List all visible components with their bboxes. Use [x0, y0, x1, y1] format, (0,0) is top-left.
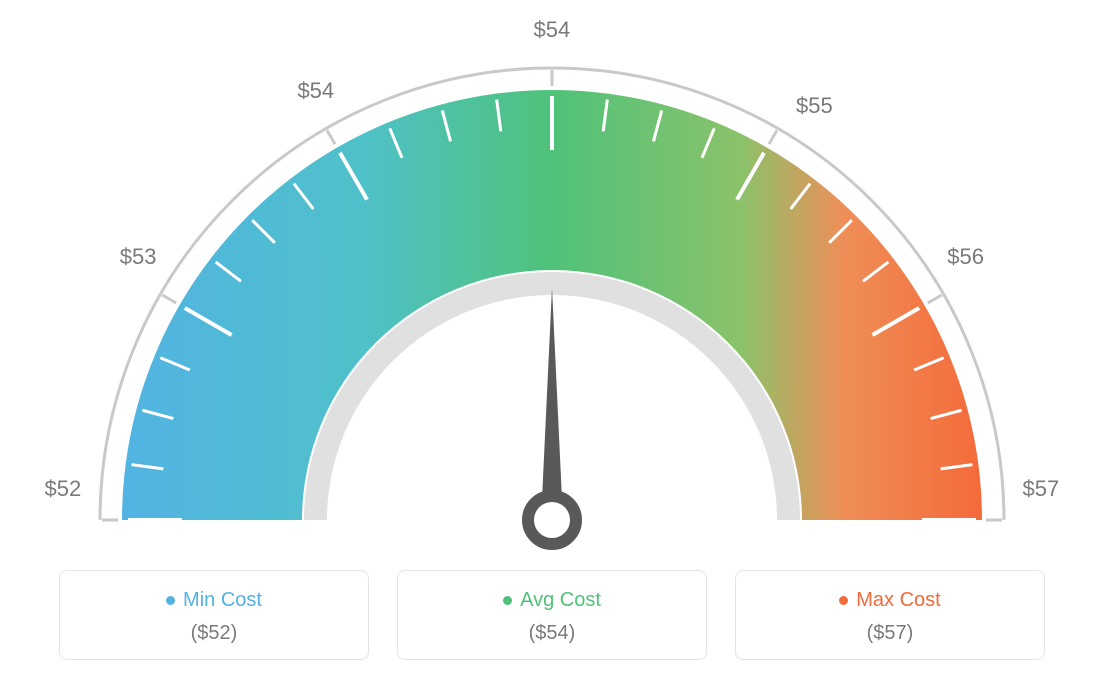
- legend-title: Max Cost: [839, 589, 940, 612]
- scale-label: $54: [534, 17, 571, 43]
- gauge-needle: [541, 288, 563, 520]
- scale-label: $54: [297, 78, 334, 104]
- legend-dot-icon: [503, 596, 512, 605]
- scale-label: $56: [947, 244, 984, 270]
- scale-label: $55: [796, 93, 833, 119]
- legend-row: Min Cost ($52) Avg Cost ($54) Max Cost ($57): [0, 570, 1104, 660]
- legend-label: Max Cost: [856, 589, 940, 612]
- legend-title: Min Cost: [166, 589, 262, 612]
- legend-value: ($54): [398, 622, 706, 645]
- scale-label: $57: [1023, 476, 1060, 502]
- legend-title: Avg Cost: [503, 589, 601, 612]
- legend-card-max: Max Cost ($57): [735, 570, 1045, 660]
- gauge-chart: $52$53$54$54$55$56$57: [52, 20, 1052, 540]
- tick-major-outer: [769, 130, 777, 144]
- legend-value: ($57): [736, 622, 1044, 645]
- legend-card-avg: Avg Cost ($54): [397, 570, 707, 660]
- legend-card-min: Min Cost ($52): [59, 570, 369, 660]
- legend-dot-icon: [839, 596, 848, 605]
- legend-label: Min Cost: [183, 589, 262, 612]
- gauge-svg: [52, 20, 1052, 560]
- tick-major-outer: [327, 130, 335, 144]
- legend-label: Avg Cost: [520, 589, 601, 612]
- legend-dot-icon: [166, 596, 175, 605]
- scale-label: $53: [120, 244, 157, 270]
- tick-major-outer: [928, 295, 942, 303]
- scale-label: $52: [44, 476, 81, 502]
- gauge-needle-hub: [528, 496, 576, 544]
- legend-value: ($52): [60, 622, 368, 645]
- tick-major-outer: [162, 295, 176, 303]
